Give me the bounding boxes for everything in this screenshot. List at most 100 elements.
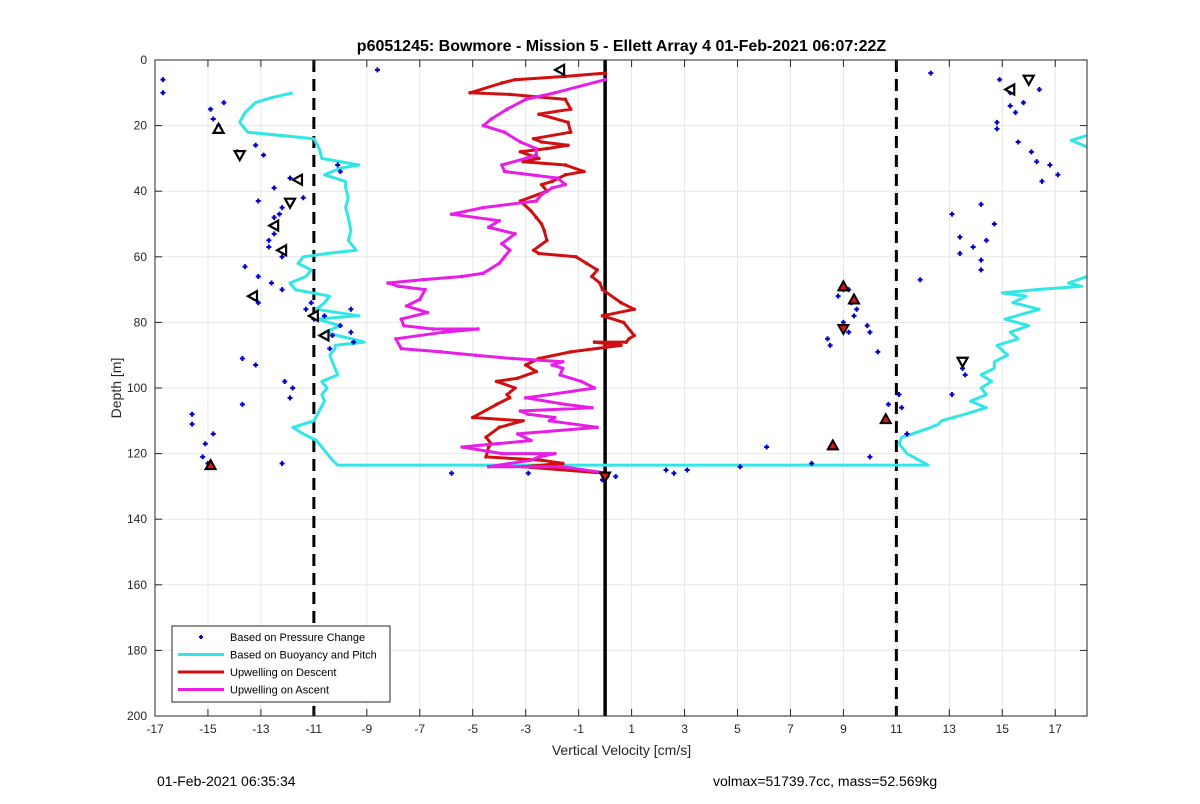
x-tick-label: 3 (681, 722, 688, 736)
pressure-point (210, 116, 216, 122)
line-vertex-point (632, 333, 637, 338)
hollow-triangle-marker (552, 62, 566, 77)
red-triangle-marker (879, 412, 893, 425)
line-vertex-point (600, 314, 605, 318)
line-vertex-point (500, 451, 504, 456)
line-vertex-point (497, 425, 502, 430)
y-tick-label: 0 (140, 53, 147, 67)
pressure-point (189, 421, 195, 427)
line-vertex-point (460, 274, 464, 279)
x-tick-label: -11 (306, 722, 323, 736)
line-vertex-point (502, 254, 507, 259)
line-vertex-point (598, 281, 602, 285)
line-vertex-point (439, 350, 443, 354)
x-tick-label: -15 (199, 722, 217, 736)
line-vertex-point (560, 366, 565, 371)
line-vertex-point (621, 320, 626, 325)
pressure-point (983, 237, 989, 243)
line-vertex-point (431, 327, 435, 331)
line-vertex-point (489, 117, 494, 121)
pressure-point (1028, 149, 1034, 155)
red-triangle-marker (598, 471, 612, 484)
line-vertex-point (518, 150, 523, 154)
pressure-point (917, 277, 923, 283)
pressure-point (335, 162, 341, 168)
line-vertex-point (584, 261, 589, 266)
line-vertex-point (592, 340, 597, 344)
y-tick-label: 100 (127, 381, 147, 395)
pressure-point (210, 431, 216, 437)
line-vertex-point (449, 212, 454, 216)
pressure-point (253, 362, 259, 368)
line-vertex-point (537, 156, 541, 161)
hollow-triangle-marker (266, 218, 280, 233)
pressure-point (337, 323, 343, 329)
pressure-point (160, 77, 166, 83)
line-vertex-point (539, 458, 544, 462)
pressure-point (1013, 109, 1019, 115)
line-vertex-point (563, 163, 568, 167)
pressure-point (854, 306, 860, 312)
x-tick-label: -7 (414, 722, 425, 736)
line-vertex-point (518, 409, 523, 413)
pressure-point (255, 273, 261, 279)
pressure-point (978, 257, 984, 263)
line-vertex-point (529, 458, 533, 462)
pressure-point (1047, 162, 1053, 168)
footer-volmax-mass: volmax=51739.7cc, mass=52.569kg (713, 773, 938, 789)
line-vertex-point (521, 419, 525, 423)
line-vertex-point (399, 346, 404, 351)
line-vertex-point (494, 379, 499, 384)
pressure-point (684, 467, 690, 473)
pressure-point (348, 329, 354, 335)
line-vertex-point (441, 330, 446, 335)
line-vertex-point (531, 136, 536, 141)
pressure-point (978, 267, 984, 273)
pressure-point (348, 306, 354, 312)
line-vertex-point (545, 238, 549, 243)
pressure-point (449, 470, 455, 476)
red-triangle-marker (836, 323, 851, 337)
line-vertex-point (500, 163, 504, 167)
line-vertex-point (582, 169, 586, 174)
pressure-point (864, 323, 870, 329)
line-vertex-point (486, 464, 491, 469)
y-tick-label: 200 (127, 709, 147, 723)
line-vertex-point (555, 176, 560, 180)
line-vertex-point (394, 337, 398, 341)
y-tick-label: 180 (127, 643, 147, 657)
line-vertex-point (497, 218, 502, 223)
pressure-point (300, 195, 306, 201)
series-line (238, 91, 1087, 467)
line-vertex-point (568, 130, 573, 134)
pressure-point (287, 175, 293, 181)
line-vertex-point (500, 81, 504, 85)
y-tick-label: 160 (127, 578, 147, 592)
x-axis-label: Vertical Velocity [cm/s] (551, 742, 692, 758)
line-vertex-point (550, 186, 554, 190)
y-tick-label: 80 (134, 315, 148, 329)
x-tick-label: -5 (467, 722, 478, 736)
pressure-point (239, 401, 245, 407)
pressure-point (221, 100, 227, 106)
line-vertex-point (537, 112, 541, 116)
pressure-point (276, 211, 282, 217)
pressure-point (266, 244, 272, 250)
hollow-triangle-marker (317, 328, 330, 343)
pressure-point (949, 211, 955, 217)
line-vertex-point (592, 386, 597, 390)
line-vertex-point (534, 153, 539, 157)
pressure-point (764, 444, 770, 450)
pressure-point (827, 342, 833, 348)
line-vertex-point (476, 327, 480, 331)
pressure-point (809, 460, 815, 466)
y-tick-label: 40 (134, 184, 148, 198)
pressure-point (851, 313, 857, 319)
pressure-point (671, 470, 677, 476)
line-vertex-point (595, 425, 599, 430)
pressure-point (253, 142, 259, 148)
x-tick-label: 7 (787, 722, 794, 736)
pressure-point (896, 392, 902, 398)
pressure-point (991, 221, 997, 227)
